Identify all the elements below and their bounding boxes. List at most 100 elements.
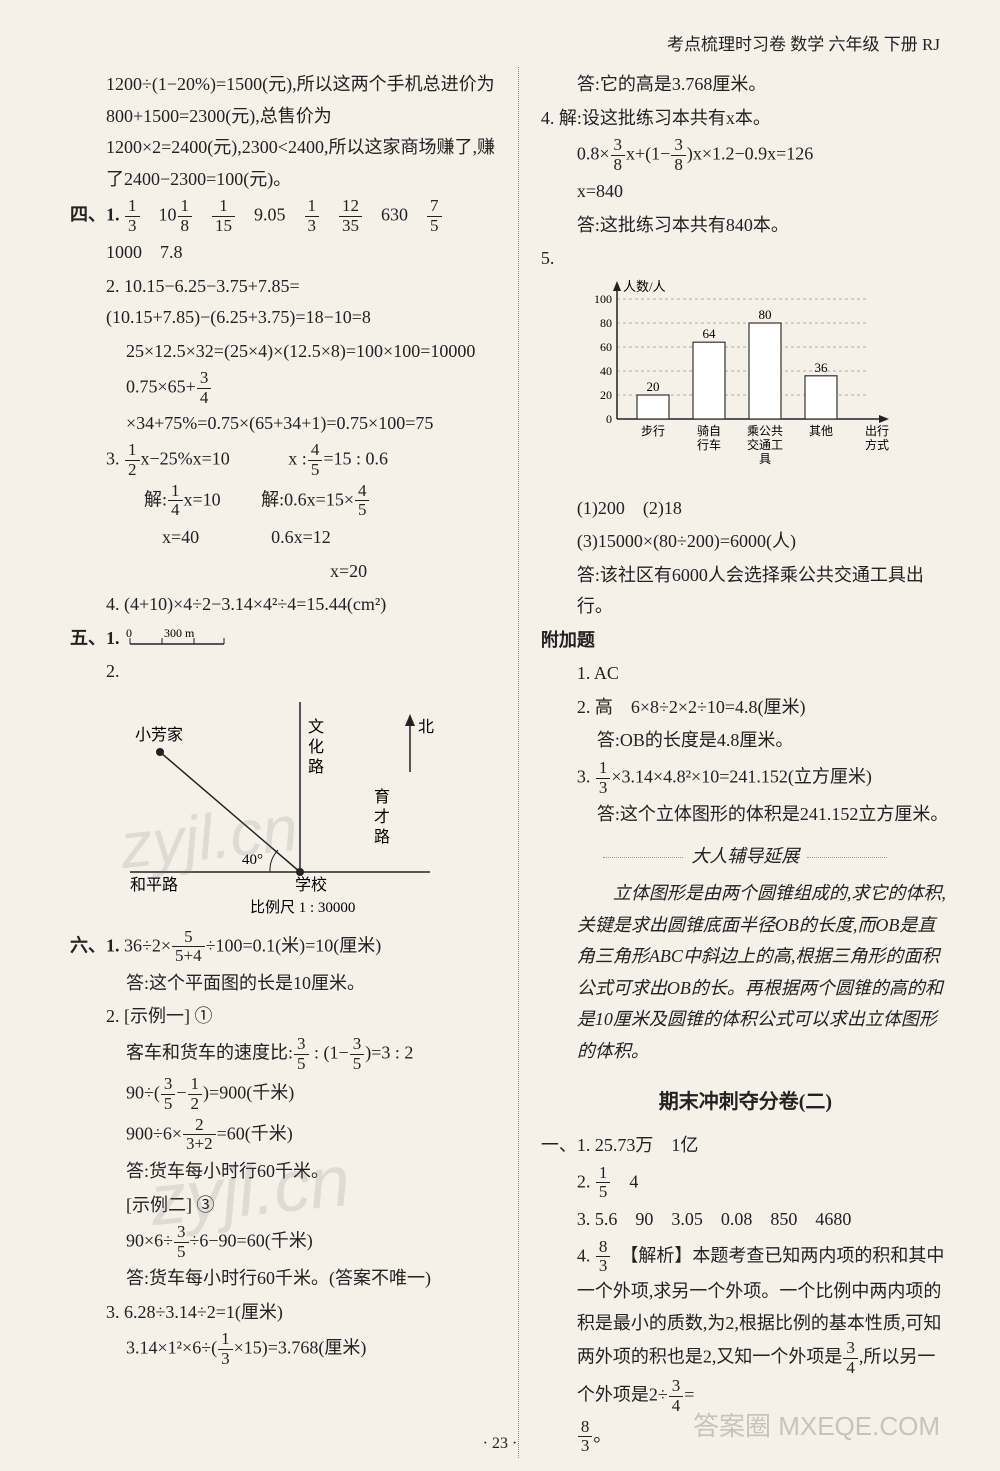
r-q5-label: 5. — [541, 243, 950, 275]
sec4-q3-line1: 3. 12x−25%x=10 x :45=15 : 0.6 — [70, 441, 496, 479]
q: 4 — [611, 1171, 638, 1191]
a: 36÷2× — [124, 935, 171, 955]
svg-text:才: 才 — [374, 808, 390, 826]
left-column: 1200÷(1−20%)=1500(元),所以这两个手机总进价为800+1500… — [70, 67, 496, 1458]
two-column-layout: 1200÷(1−20%)=1500(元),所以这两个手机总进价为800+1500… — [70, 67, 950, 1458]
sec4-q3-line3: x=40 0.6x=12 — [70, 522, 496, 554]
sec6-q3a: 3. 6.28÷3.14÷2=1(厘米) — [70, 1297, 496, 1329]
page-header: 考点梳理时习卷 数学 六年级 下册 RJ — [70, 30, 950, 55]
sec4-q3-line4: x=20 — [70, 556, 496, 588]
r-q4-label: 4. 解:设这批练习本共有x本。 — [541, 103, 950, 135]
sec4-q2b: 25×12.5×32=(25×4)×(12.5×8)=100×100=10000 — [70, 336, 496, 368]
sec6-q2a: 客车和货车的速度比:35 : (1−35)=3 : 2 — [70, 1035, 496, 1073]
right-column: 答:它的高是3.768厘米。 4. 解:设这批练习本共有x本。 0.8×38x+… — [541, 67, 950, 1458]
svg-text:化: 化 — [308, 738, 324, 756]
e: =3 : 2 — [371, 1042, 413, 1062]
exam-4: 4. 83 【解析】本题考查已知两内项的积和其中一个外项,求另一个外项。一个比例… — [541, 1238, 950, 1416]
b: ÷6−90=60(千米) — [190, 1230, 313, 1250]
extra-1: 1. AC — [541, 658, 950, 690]
bar-chart: 020406080100人数/人20648036步行骑自行车乘公共交通工具其他出… — [571, 279, 901, 489]
svg-text:骑自: 骑自 — [697, 424, 721, 438]
c: x×1.2−0.9x=126 — [693, 143, 813, 163]
sec6-q2c: 900÷6×23+2=60(千米) — [70, 1116, 496, 1154]
scale-0: 0 — [126, 628, 132, 640]
a: 0.8× — [577, 143, 610, 163]
b: x+ — [626, 143, 645, 163]
svg-text:100: 100 — [594, 292, 612, 306]
lbl: 3. — [106, 449, 120, 469]
r-q4-eq1: 0.8×38x+(1−38)x×1.2−0.9x=126 — [541, 136, 950, 174]
extra-3b: 答:这个立体图形的体积是241.152立方厘米。 — [541, 799, 950, 831]
b: =60(千米) — [217, 1123, 293, 1143]
svg-text:乘公共: 乘公共 — [747, 424, 783, 438]
svg-text:步行: 步行 — [641, 424, 665, 438]
exam-title: 期末冲刺夺分卷(二) — [541, 1085, 950, 1120]
b: =900(千米) — [209, 1083, 294, 1103]
lbl: 5. — [541, 248, 555, 268]
svg-text:具: 具 — [759, 452, 771, 466]
extra-2a: 2. 高 6×8÷2×2÷10=4.8(厘米) — [541, 692, 950, 724]
sec6-q2b: 90÷(35−12)=900(千米) — [70, 1075, 496, 1113]
sec4-q4: 4. (4+10)×4÷2−3.14×4²÷4=15.44(cm²) — [70, 589, 496, 621]
svg-text:路: 路 — [374, 828, 390, 846]
sec5-q2-label: 2. — [70, 656, 496, 688]
r-q5-ans: 答:该社区有6000人会选择乘公共交通工具出行。 — [541, 560, 950, 623]
sec4-q1-line2: 1000 7.8 — [70, 237, 496, 269]
extra-3a: 3. 13×3.14×4.8²×10=241.152(立方厘米) — [541, 759, 950, 797]
t: 客车和货车的速度比: — [126, 1042, 293, 1062]
exam-1: 一、1. 25.73万 1亿 — [541, 1130, 950, 1162]
scale-300: 300 m — [164, 628, 195, 640]
v4: 7.8 — [160, 242, 183, 262]
b: =3.768(厘米) — [268, 1338, 367, 1358]
exam-2: 2. 15 4 — [541, 1164, 950, 1202]
r: 0.6x=12 — [271, 527, 331, 547]
sec6-q2-ex2: [示例二] ③ — [70, 1190, 496, 1222]
map-yucai1: 育 — [374, 788, 390, 806]
svg-text:行车: 行车 — [697, 437, 721, 452]
sec6-q3b: 3.14×1²×6÷(13×15)=3.768(厘米) — [70, 1330, 496, 1368]
r-q5-3: (3)15000×(80÷200)=6000(人) — [541, 526, 950, 558]
p2: x=10 — [184, 489, 221, 509]
sec6-q2d: 90×6÷35÷6−90=60(千米) — [70, 1223, 496, 1261]
m: : — [310, 1042, 324, 1062]
guide-body: 立体图形是由两个圆锥组成的,求它的体积,关键是求出圆锥底面半径OB的长度,而OB… — [541, 878, 950, 1067]
sec6-q2-ans2: 答:货车每小时行60千米。(答案不唯一) — [70, 1263, 496, 1295]
b: ÷100=0.1(米)=10(厘米) — [206, 935, 382, 955]
a: 3.14×1²×6÷ — [126, 1338, 211, 1358]
svg-text:交通工: 交通工 — [747, 437, 783, 452]
svg-text:方式: 方式 — [865, 437, 889, 452]
sec5-label: 五、1. — [70, 628, 120, 648]
header-title: 考点梳理时习卷 数学 六年级 下册 RJ — [667, 35, 940, 54]
map-xiaofang: 小芳家 — [135, 726, 183, 744]
column-divider — [518, 67, 519, 1458]
c: = — [684, 1385, 694, 1405]
t: 0.75×65+ — [126, 377, 196, 397]
t2: ×34+75%=0.75×(65+34+1)=0.75×100=75 — [126, 413, 433, 433]
svg-text:0: 0 — [606, 412, 612, 426]
sec6-q1-ans: 答:这个平面图的长是10厘米。 — [70, 968, 496, 1000]
r-q4-ans: 答:这批练习本共有840本。 — [541, 210, 950, 242]
svg-text:64: 64 — [702, 326, 716, 341]
sec4-q2a: 2. 10.15−6.25−3.75+7.85=(10.15+7.85)−(6.… — [70, 271, 496, 334]
p: 4. — [577, 1245, 591, 1265]
svg-text:80: 80 — [600, 316, 612, 330]
sec4-q1: 四、1. 13 1018 115 9.05 13 1235 630 75 — [70, 197, 496, 235]
p: 解: — [144, 489, 167, 509]
svg-text:80: 80 — [758, 307, 771, 322]
sec6-q2-label: 2. [示例一] ① — [70, 1001, 496, 1033]
a: 90÷ — [126, 1083, 154, 1103]
v2: 630 — [381, 204, 408, 224]
svg-text:人数/人: 人数/人 — [623, 279, 666, 294]
sec4-q3-line2: 解:14x=10 解:0.6x=15×45 — [70, 482, 496, 520]
map-scale: 比例尺 1 : 30000 — [250, 899, 355, 916]
r: 解:0.6x=15× — [261, 489, 354, 509]
extra-2b: 答:OB的长度是4.8厘米。 — [541, 725, 950, 757]
svg-text:20: 20 — [646, 379, 659, 394]
sec6-label: 六、1. — [70, 935, 120, 955]
v1: 9.05 — [254, 204, 286, 224]
sec5-q1: 五、1. 0 300 m — [70, 623, 496, 655]
map-north: 北 — [418, 718, 434, 736]
p: 2. — [577, 1171, 591, 1191]
svg-text:路: 路 — [308, 758, 324, 776]
map-angle: 40° — [242, 852, 263, 868]
